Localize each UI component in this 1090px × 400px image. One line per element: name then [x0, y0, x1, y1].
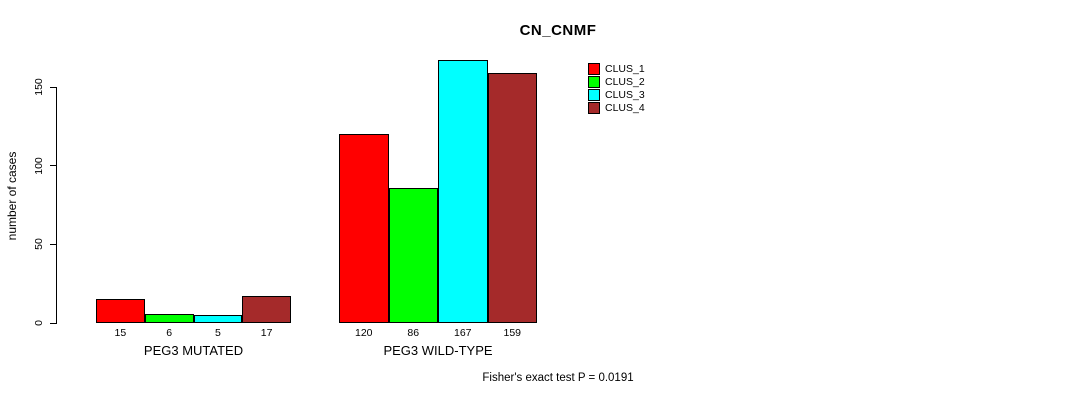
- legend: CLUS_1 CLUS_2 CLUS_3 CLUS_4: [588, 62, 645, 114]
- legend-swatch-CLUS_3: [588, 88, 600, 101]
- legend-row-CLUS_1: CLUS_1: [588, 62, 645, 75]
- bar-CLUS_4-peg3-wild-type: [487, 72, 537, 323]
- category-label-peg3-wild-type: PEG3 WILD-TYPE: [383, 343, 493, 358]
- legend-label-CLUS_1: CLUS_1: [605, 62, 645, 75]
- legend-swatch-CLUS_4: [588, 101, 600, 114]
- y-axis-label: number of cases: [5, 151, 19, 241]
- bar-value-label: 167: [453, 327, 472, 339]
- legend-label-CLUS_4: CLUS_4: [605, 101, 645, 114]
- legend-row-CLUS_3: CLUS_3: [588, 88, 645, 101]
- chart-title: CN_CNMF: [519, 22, 597, 39]
- y-tick-mark-150: [50, 86, 57, 88]
- legend-row-CLUS_2: CLUS_2: [588, 75, 645, 88]
- y-tick-mark-100: [50, 165, 57, 167]
- bar-value-label: 6: [166, 327, 173, 339]
- legend-row-CLUS_4: CLUS_4: [588, 101, 645, 114]
- y-tick-mark-0: [50, 322, 57, 324]
- category-label-peg3-mutated: PEG3 MUTATED: [143, 343, 244, 358]
- legend-label-CLUS_3: CLUS_3: [605, 88, 645, 101]
- bar-value-label: 15: [114, 327, 127, 339]
- bar-CLUS_1-peg3-mutated: [96, 299, 145, 323]
- bar-value-label: 17: [260, 327, 273, 339]
- bar-CLUS_2-peg3-mutated: [144, 313, 194, 323]
- legend-swatch-CLUS_2: [588, 75, 600, 88]
- bar-value-label: 86: [407, 327, 420, 339]
- bar-value-label: 120: [354, 327, 373, 339]
- y-tick-mark-50: [50, 243, 57, 245]
- y-tick-label-100: 100: [33, 156, 45, 175]
- legend-swatch-CLUS_1: [588, 62, 600, 75]
- bar-CLUS_1-peg3-wild-type: [339, 134, 389, 323]
- y-tick-label-0: 0: [33, 320, 45, 326]
- legend-label-CLUS_2: CLUS_2: [605, 75, 645, 88]
- y-tick-label-150: 150: [33, 78, 45, 96]
- bar-CLUS_3-peg3-wild-type: [438, 60, 488, 323]
- bar-CLUS_3-peg3-mutated: [193, 315, 243, 323]
- bar-value-label: 159: [503, 327, 522, 339]
- y-axis-line: [56, 87, 57, 323]
- bar-CLUS_4-peg3-mutated: [242, 296, 291, 323]
- fisher-test-annotation: Fisher's exact test P = 0.0191: [482, 372, 634, 384]
- y-tick-label-50: 50: [33, 238, 45, 251]
- bar-value-label: 5: [214, 327, 221, 339]
- bar-CLUS_2-peg3-wild-type: [388, 187, 438, 323]
